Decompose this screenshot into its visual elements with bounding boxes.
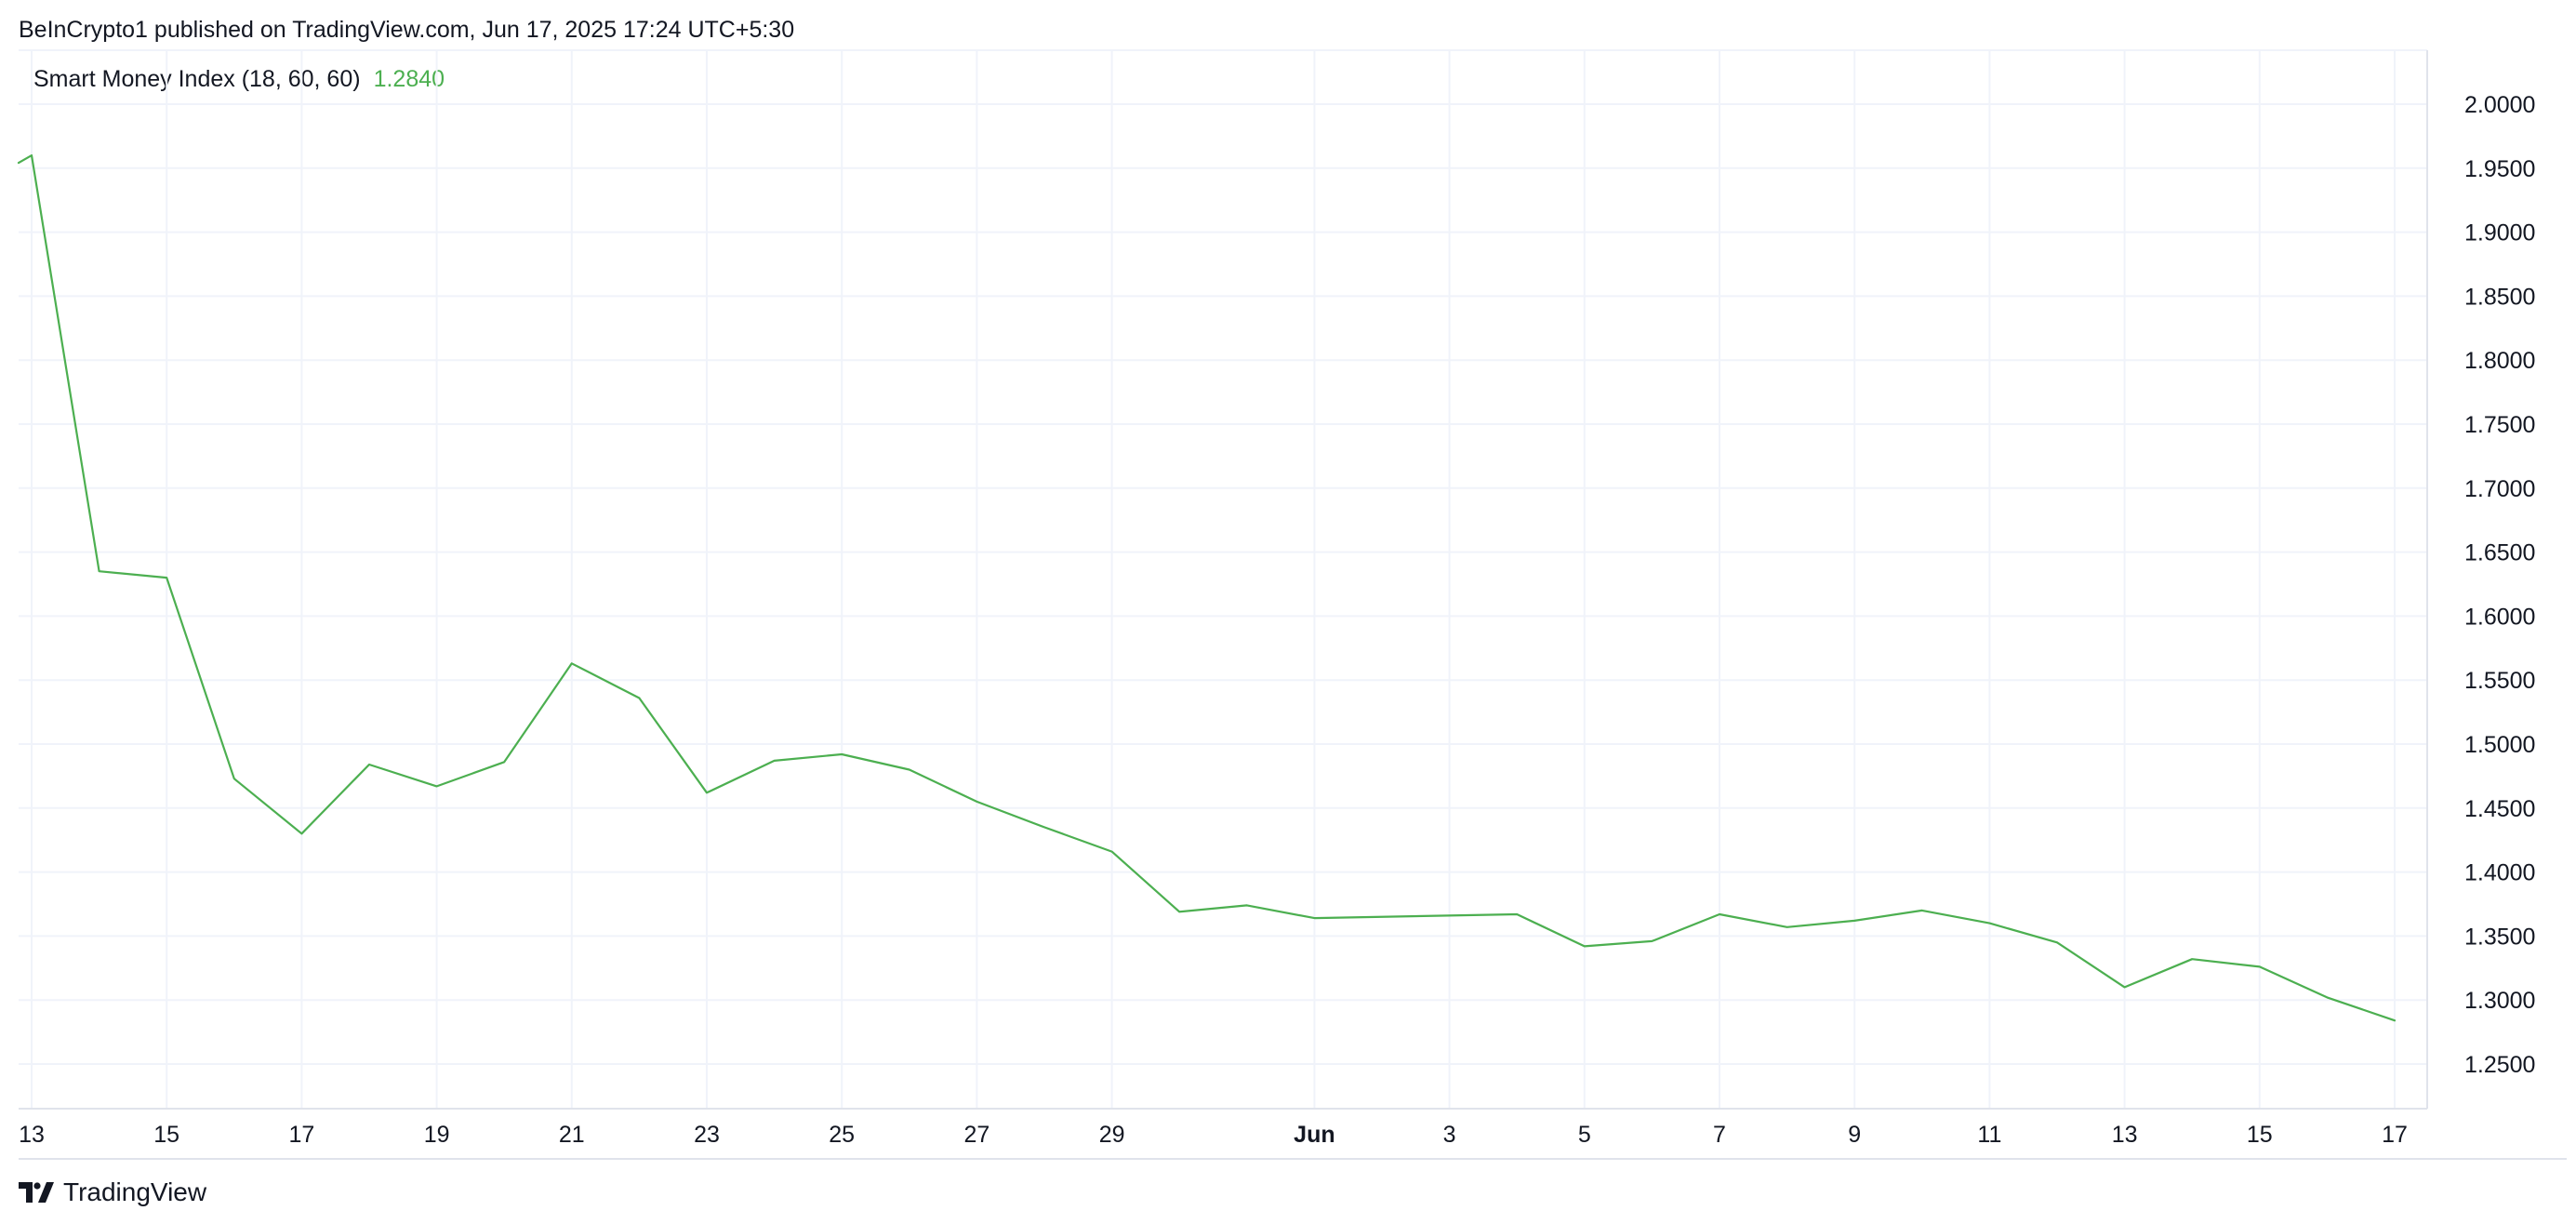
price-tick-label: 1.4000 <box>2464 860 2535 886</box>
tradingview-brand-text: TradingView <box>63 1177 207 1206</box>
smi-data-point <box>1311 915 1317 921</box>
smi-data-point <box>2054 939 2060 945</box>
tradingview-logo-icon <box>19 1182 54 1203</box>
time-tick-label: 15 <box>2247 1122 2273 1148</box>
smi-data-point <box>29 153 34 158</box>
price-tick-label: 1.3000 <box>2464 988 2535 1014</box>
price-axis[interactable]: 2.0000 1.9500 1.9000 1.8500 1.8000 1.7500 1.70… <box>2464 92 2535 1078</box>
smi-data-point <box>299 831 304 836</box>
smi-series-points <box>29 153 2397 1023</box>
time-tick-label: 29 <box>1099 1122 1125 1148</box>
smi-data-point <box>772 758 777 764</box>
smi-data-point <box>97 568 102 574</box>
publish-info: BeInCrypto1 published on TradingView.com… <box>19 17 795 43</box>
smi-data-point <box>366 762 372 767</box>
time-tick-label: 21 <box>559 1122 585 1148</box>
smi-data-point <box>2189 956 2195 962</box>
time-tick-label: 13 <box>2112 1122 2138 1148</box>
smi-data-point <box>1852 918 1857 924</box>
time-tick-label: 23 <box>694 1122 720 1148</box>
price-tick-label: 1.8000 <box>2464 348 2535 374</box>
footer-branding[interactable]: TradingView <box>19 1174 206 1211</box>
smi-data-point <box>1717 911 1722 917</box>
price-tick-label: 2.0000 <box>2464 92 2535 118</box>
smi-data-point <box>1042 824 1047 830</box>
price-tick-label: 1.7500 <box>2464 412 2535 438</box>
time-tick-label: 15 <box>153 1122 179 1148</box>
smi-data-point <box>907 767 912 773</box>
price-tick-label: 1.3500 <box>2464 924 2535 950</box>
time-tick-label: 7 <box>1713 1122 1726 1148</box>
price-tick-label: 1.2500 <box>2464 1052 2535 1078</box>
time-axis[interactable]: 13 15 17 19 21 23 25 27 29 Jun 3 5 7 9 11 13 15 17 <box>19 1122 2408 1148</box>
horizontal-grid-lines <box>19 103 2427 1065</box>
smi-data-point <box>1986 921 1992 926</box>
smi-data-point <box>1582 943 1587 949</box>
smi-data-point <box>704 790 710 795</box>
time-tick-label: 27 <box>963 1122 989 1148</box>
price-tick-label: 1.5000 <box>2464 732 2535 758</box>
indicator-legend: Smart Money Index (18, 60, 60) 1.2840 <box>33 63 445 95</box>
smi-data-point <box>2257 964 2263 969</box>
smi-data-point <box>232 776 237 781</box>
time-tick-label: 11 <box>1977 1122 2001 1148</box>
time-tick-label: Jun <box>1294 1122 1334 1148</box>
smi-data-point <box>1244 902 1250 908</box>
smi-data-point <box>434 783 440 789</box>
smi-data-point <box>1109 849 1115 855</box>
price-tick-label: 1.8500 <box>2464 284 2535 310</box>
smi-data-point <box>839 752 844 757</box>
price-tick-label: 1.7000 <box>2464 476 2535 502</box>
time-tick-label: 3 <box>1443 1122 1456 1148</box>
smi-data-point <box>1649 938 1654 944</box>
price-tick-label: 1.6500 <box>2464 540 2535 566</box>
smi-data-point <box>1785 925 1790 930</box>
smi-data-point <box>501 759 507 765</box>
price-tick-label: 1.9000 <box>2464 220 2535 246</box>
smi-data-point <box>164 575 169 580</box>
vertical-grid-lines <box>31 50 2396 1109</box>
time-tick-label: 5 <box>1578 1122 1591 1148</box>
smi-data-point <box>2122 984 2128 990</box>
smi-data-point <box>2324 994 2330 1000</box>
time-tick-label: 19 <box>424 1122 450 1148</box>
smi-data-point <box>1919 908 1925 913</box>
indicator-name[interactable]: Smart Money Index (18, 60, 60) <box>33 66 361 92</box>
smi-data-point <box>1176 909 1182 914</box>
time-tick-label: 25 <box>829 1122 855 1148</box>
price-tick-label: 1.6000 <box>2464 604 2535 630</box>
smi-series-line <box>17 153 2397 1022</box>
time-tick-label: 9 <box>1848 1122 1861 1148</box>
smi-data-point <box>636 696 642 701</box>
time-tick-label: 17 <box>2382 1122 2408 1148</box>
price-tick-label: 1.5500 <box>2464 668 2535 694</box>
indicator-current-value: 1.2840 <box>373 66 445 92</box>
time-tick-label: 13 <box>19 1122 45 1148</box>
smi-data-point <box>974 799 979 805</box>
smi-data-point <box>1514 911 1520 917</box>
price-tick-label: 1.4500 <box>2464 796 2535 822</box>
price-tick-label: 1.9500 <box>2464 156 2535 182</box>
time-tick-label: 17 <box>288 1122 314 1148</box>
smi-data-point <box>569 660 575 666</box>
smi-data-point <box>2392 1018 2397 1023</box>
